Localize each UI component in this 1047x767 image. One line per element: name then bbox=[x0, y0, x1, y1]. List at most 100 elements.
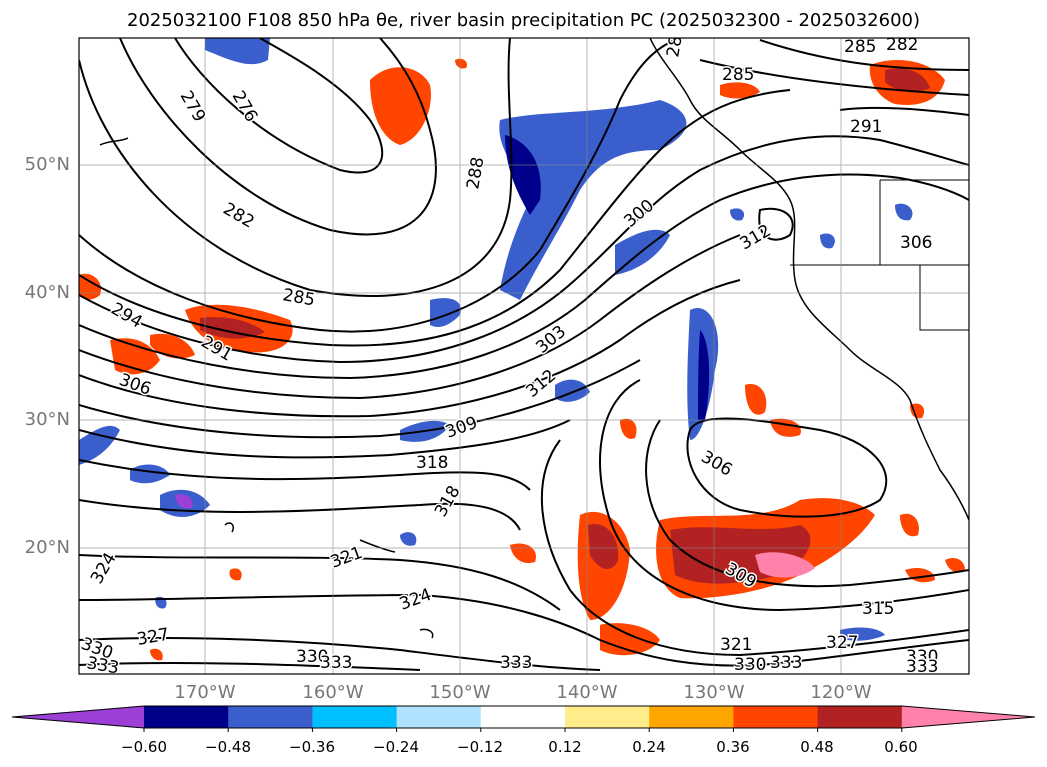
lat-label: 30°N bbox=[24, 409, 70, 430]
contour-line bbox=[79, 554, 561, 611]
lon-label: 170°W bbox=[174, 682, 236, 703]
negative-region bbox=[505, 135, 541, 215]
colorbar-swatch bbox=[144, 706, 229, 728]
contour-line bbox=[686, 417, 888, 518]
lon-label: 160°W bbox=[302, 682, 364, 703]
colorbar-extend-min bbox=[12, 706, 144, 728]
contour-line bbox=[79, 661, 421, 671]
contour-label: 282 bbox=[886, 35, 918, 55]
contour-label: 330 bbox=[734, 655, 766, 675]
colorbar-tick-label: −0.12 bbox=[457, 738, 503, 756]
contour-label: 333 bbox=[906, 657, 938, 677]
contour-label: 333 bbox=[85, 653, 120, 678]
contour-line bbox=[79, 499, 521, 531]
colorbar-swatch bbox=[649, 706, 734, 728]
contour-label: 330 bbox=[906, 647, 938, 667]
coastline bbox=[419, 628, 434, 639]
contour-label: 333 bbox=[320, 653, 352, 673]
contour-label: 306 bbox=[900, 233, 932, 253]
border-line bbox=[919, 265, 969, 331]
positive-region bbox=[945, 558, 965, 572]
contour-line bbox=[599, 379, 969, 612]
contour-line bbox=[759, 39, 969, 71]
contour-label: 327 bbox=[826, 633, 858, 653]
negative-region bbox=[205, 38, 270, 65]
contour-line bbox=[79, 359, 641, 439]
colorbar-tick-label: 0.12 bbox=[548, 738, 582, 756]
colorbar-tick-label: −0.24 bbox=[373, 738, 419, 756]
positive-region bbox=[150, 648, 163, 661]
lon-label: 140°W bbox=[556, 682, 618, 703]
contour-line bbox=[174, 38, 384, 174]
lon-label: 150°W bbox=[429, 682, 491, 703]
colorbar-tick-label: −0.48 bbox=[205, 738, 251, 756]
lon-label: 120°W bbox=[810, 682, 872, 703]
colorbar-swatch bbox=[228, 706, 313, 728]
contour-line bbox=[79, 459, 531, 491]
colorbar-swatch bbox=[312, 706, 398, 728]
contour-line bbox=[79, 593, 969, 667]
coastline bbox=[224, 522, 235, 533]
positive-region bbox=[370, 67, 431, 145]
contour-line bbox=[79, 38, 513, 297]
negative-region bbox=[499, 100, 687, 300]
positive-region bbox=[600, 623, 660, 656]
coastline bbox=[359, 539, 396, 553]
contour-line bbox=[79, 637, 601, 671]
negative-region bbox=[840, 627, 885, 641]
contour-label: 315 bbox=[862, 599, 894, 619]
negative-region bbox=[175, 494, 193, 509]
colorbar-tick-label: 0.48 bbox=[800, 738, 834, 756]
contour-label: 333 bbox=[770, 653, 802, 673]
contour-line bbox=[79, 173, 969, 380]
contour-line bbox=[79, 89, 791, 347]
negative-region bbox=[730, 208, 745, 221]
positive-region bbox=[150, 333, 195, 359]
contour-label: 333 bbox=[500, 653, 532, 673]
colorbar-extend-max bbox=[901, 706, 1035, 728]
colorbar-swatch bbox=[480, 706, 566, 728]
colorbar-tick-label: −0.36 bbox=[289, 738, 335, 756]
positive-region bbox=[588, 524, 619, 570]
positive-region bbox=[910, 403, 925, 419]
negative-region bbox=[79, 425, 120, 465]
colorbar-swatch bbox=[817, 706, 903, 728]
negative-region bbox=[130, 464, 170, 484]
contour-label: 285 bbox=[844, 37, 876, 57]
map-frame bbox=[78, 37, 970, 675]
colorbar-tick-label: 0.60 bbox=[884, 738, 918, 756]
contour-line bbox=[758, 207, 794, 241]
contour-line bbox=[540, 439, 969, 657]
negative-region bbox=[895, 203, 913, 221]
map-title: 2025032100 F108 850 hPa θe, river basin … bbox=[127, 10, 920, 31]
contour-label: 321 bbox=[720, 635, 752, 655]
positive-region bbox=[455, 58, 468, 69]
contour-line bbox=[79, 38, 681, 333]
positive-region bbox=[229, 568, 242, 581]
positive-region bbox=[720, 82, 760, 99]
colorbar-swatch bbox=[565, 706, 650, 728]
lat-label: 40°N bbox=[24, 282, 70, 303]
lat-label: 50°N bbox=[24, 154, 70, 175]
positive-region bbox=[745, 384, 767, 415]
lon-label: 130°W bbox=[683, 682, 745, 703]
lat-label: 20°N bbox=[24, 537, 70, 558]
contour-label: 288 bbox=[663, 23, 688, 58]
contour-label: 318 bbox=[416, 453, 448, 473]
negative-region bbox=[820, 233, 835, 249]
coastline bbox=[99, 137, 129, 146]
negative-region bbox=[430, 298, 461, 327]
contour-label: 285 bbox=[722, 65, 754, 85]
positive-region bbox=[755, 552, 815, 578]
negative-region bbox=[698, 330, 710, 420]
colorbar-tick-label: 0.36 bbox=[716, 738, 750, 756]
positive-region bbox=[620, 418, 637, 439]
positive-region bbox=[900, 513, 919, 537]
contour-line bbox=[79, 234, 741, 400]
colorbar-swatch bbox=[733, 706, 819, 728]
colorbar-tick-label: 0.24 bbox=[632, 738, 666, 756]
contour-line bbox=[79, 135, 969, 364]
colorbar-swatch bbox=[396, 706, 482, 728]
negative-region bbox=[400, 532, 417, 546]
